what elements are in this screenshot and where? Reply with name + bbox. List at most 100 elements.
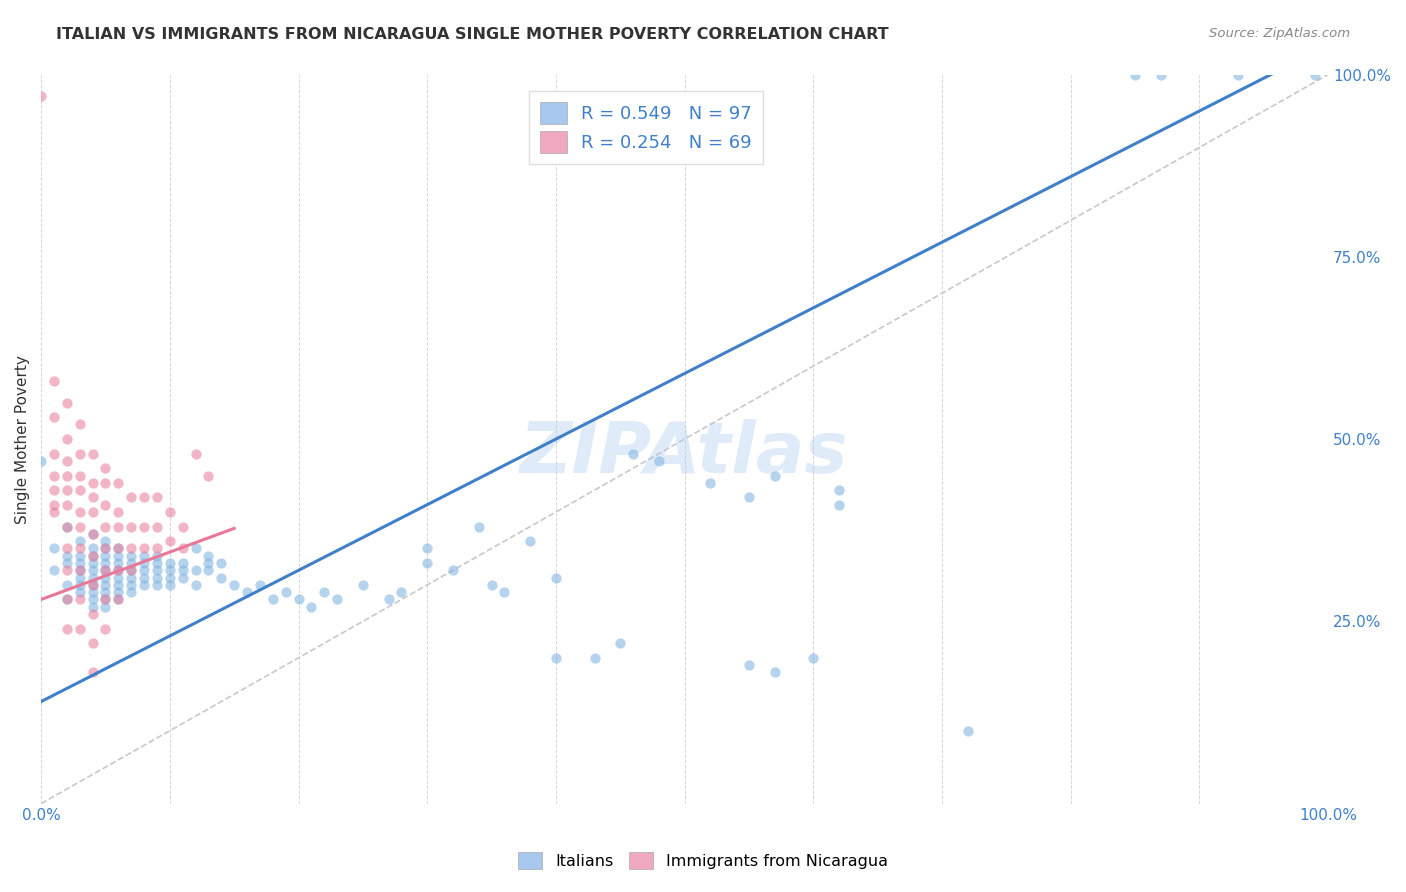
Text: Source: ZipAtlas.com: Source: ZipAtlas.com — [1209, 27, 1350, 40]
Point — [583, 650, 606, 665]
Point — [94, 592, 117, 607]
Point — [107, 592, 129, 607]
Point — [828, 498, 851, 512]
Point — [1303, 68, 1326, 82]
Point — [69, 541, 91, 556]
Point — [94, 585, 117, 599]
Point — [107, 519, 129, 533]
Legend: Italians, Immigrants from Nicaragua: Italians, Immigrants from Nicaragua — [512, 846, 894, 875]
Point — [120, 585, 142, 599]
Point — [30, 89, 52, 103]
Point — [1150, 68, 1173, 82]
Point — [828, 483, 851, 497]
Point — [120, 541, 142, 556]
Point — [146, 519, 169, 533]
Point — [69, 592, 91, 607]
Point — [82, 563, 104, 577]
Point — [1123, 68, 1146, 82]
Point — [120, 556, 142, 570]
Point — [209, 556, 232, 570]
Point — [146, 549, 169, 563]
Point — [519, 534, 541, 549]
Point — [82, 585, 104, 599]
Point — [107, 592, 129, 607]
Point — [287, 592, 309, 607]
Point — [82, 475, 104, 490]
Point — [56, 432, 79, 446]
Point — [763, 468, 786, 483]
Point — [94, 498, 117, 512]
Point — [107, 541, 129, 556]
Point — [107, 563, 129, 577]
Point — [56, 468, 79, 483]
Point — [69, 622, 91, 636]
Point — [94, 534, 117, 549]
Point — [94, 563, 117, 577]
Point — [197, 549, 219, 563]
Point — [82, 491, 104, 505]
Point — [120, 571, 142, 585]
Point — [120, 549, 142, 563]
Point — [146, 491, 169, 505]
Point — [120, 491, 142, 505]
Point — [544, 650, 567, 665]
Point — [146, 563, 169, 577]
Point — [621, 447, 644, 461]
Point — [481, 578, 503, 592]
Point — [69, 447, 91, 461]
Point — [69, 563, 91, 577]
Point — [132, 556, 155, 570]
Point — [42, 505, 65, 519]
Point — [299, 599, 322, 614]
Point — [132, 519, 155, 533]
Point — [172, 556, 194, 570]
Point — [146, 556, 169, 570]
Point — [82, 607, 104, 621]
Point — [249, 578, 271, 592]
Point — [42, 468, 65, 483]
Point — [56, 541, 79, 556]
Point — [82, 541, 104, 556]
Point — [82, 526, 104, 541]
Point — [120, 578, 142, 592]
Point — [69, 417, 91, 432]
Point — [94, 622, 117, 636]
Point — [56, 563, 79, 577]
Point — [120, 563, 142, 577]
Text: ZIPAtlas: ZIPAtlas — [520, 419, 849, 488]
Point — [94, 592, 117, 607]
Point — [94, 475, 117, 490]
Point — [94, 556, 117, 570]
Point — [69, 585, 91, 599]
Point — [159, 563, 181, 577]
Point — [172, 571, 194, 585]
Point — [352, 578, 374, 592]
Point — [1227, 68, 1250, 82]
Point — [94, 571, 117, 585]
Point — [107, 585, 129, 599]
Y-axis label: Single Mother Poverty: Single Mother Poverty — [15, 355, 30, 524]
Point — [42, 563, 65, 577]
Point — [82, 592, 104, 607]
Point — [82, 505, 104, 519]
Point — [262, 592, 284, 607]
Point — [172, 563, 194, 577]
Point — [107, 541, 129, 556]
Point — [82, 636, 104, 650]
Point — [197, 563, 219, 577]
Point — [82, 447, 104, 461]
Point — [172, 541, 194, 556]
Point — [377, 592, 399, 607]
Point — [132, 541, 155, 556]
Point — [699, 475, 721, 490]
Point — [56, 519, 79, 533]
Point — [132, 549, 155, 563]
Point — [416, 556, 439, 570]
Point — [69, 505, 91, 519]
Point — [956, 723, 979, 738]
Point — [159, 556, 181, 570]
Point — [42, 410, 65, 425]
Point — [224, 578, 246, 592]
Point — [544, 571, 567, 585]
Point — [69, 534, 91, 549]
